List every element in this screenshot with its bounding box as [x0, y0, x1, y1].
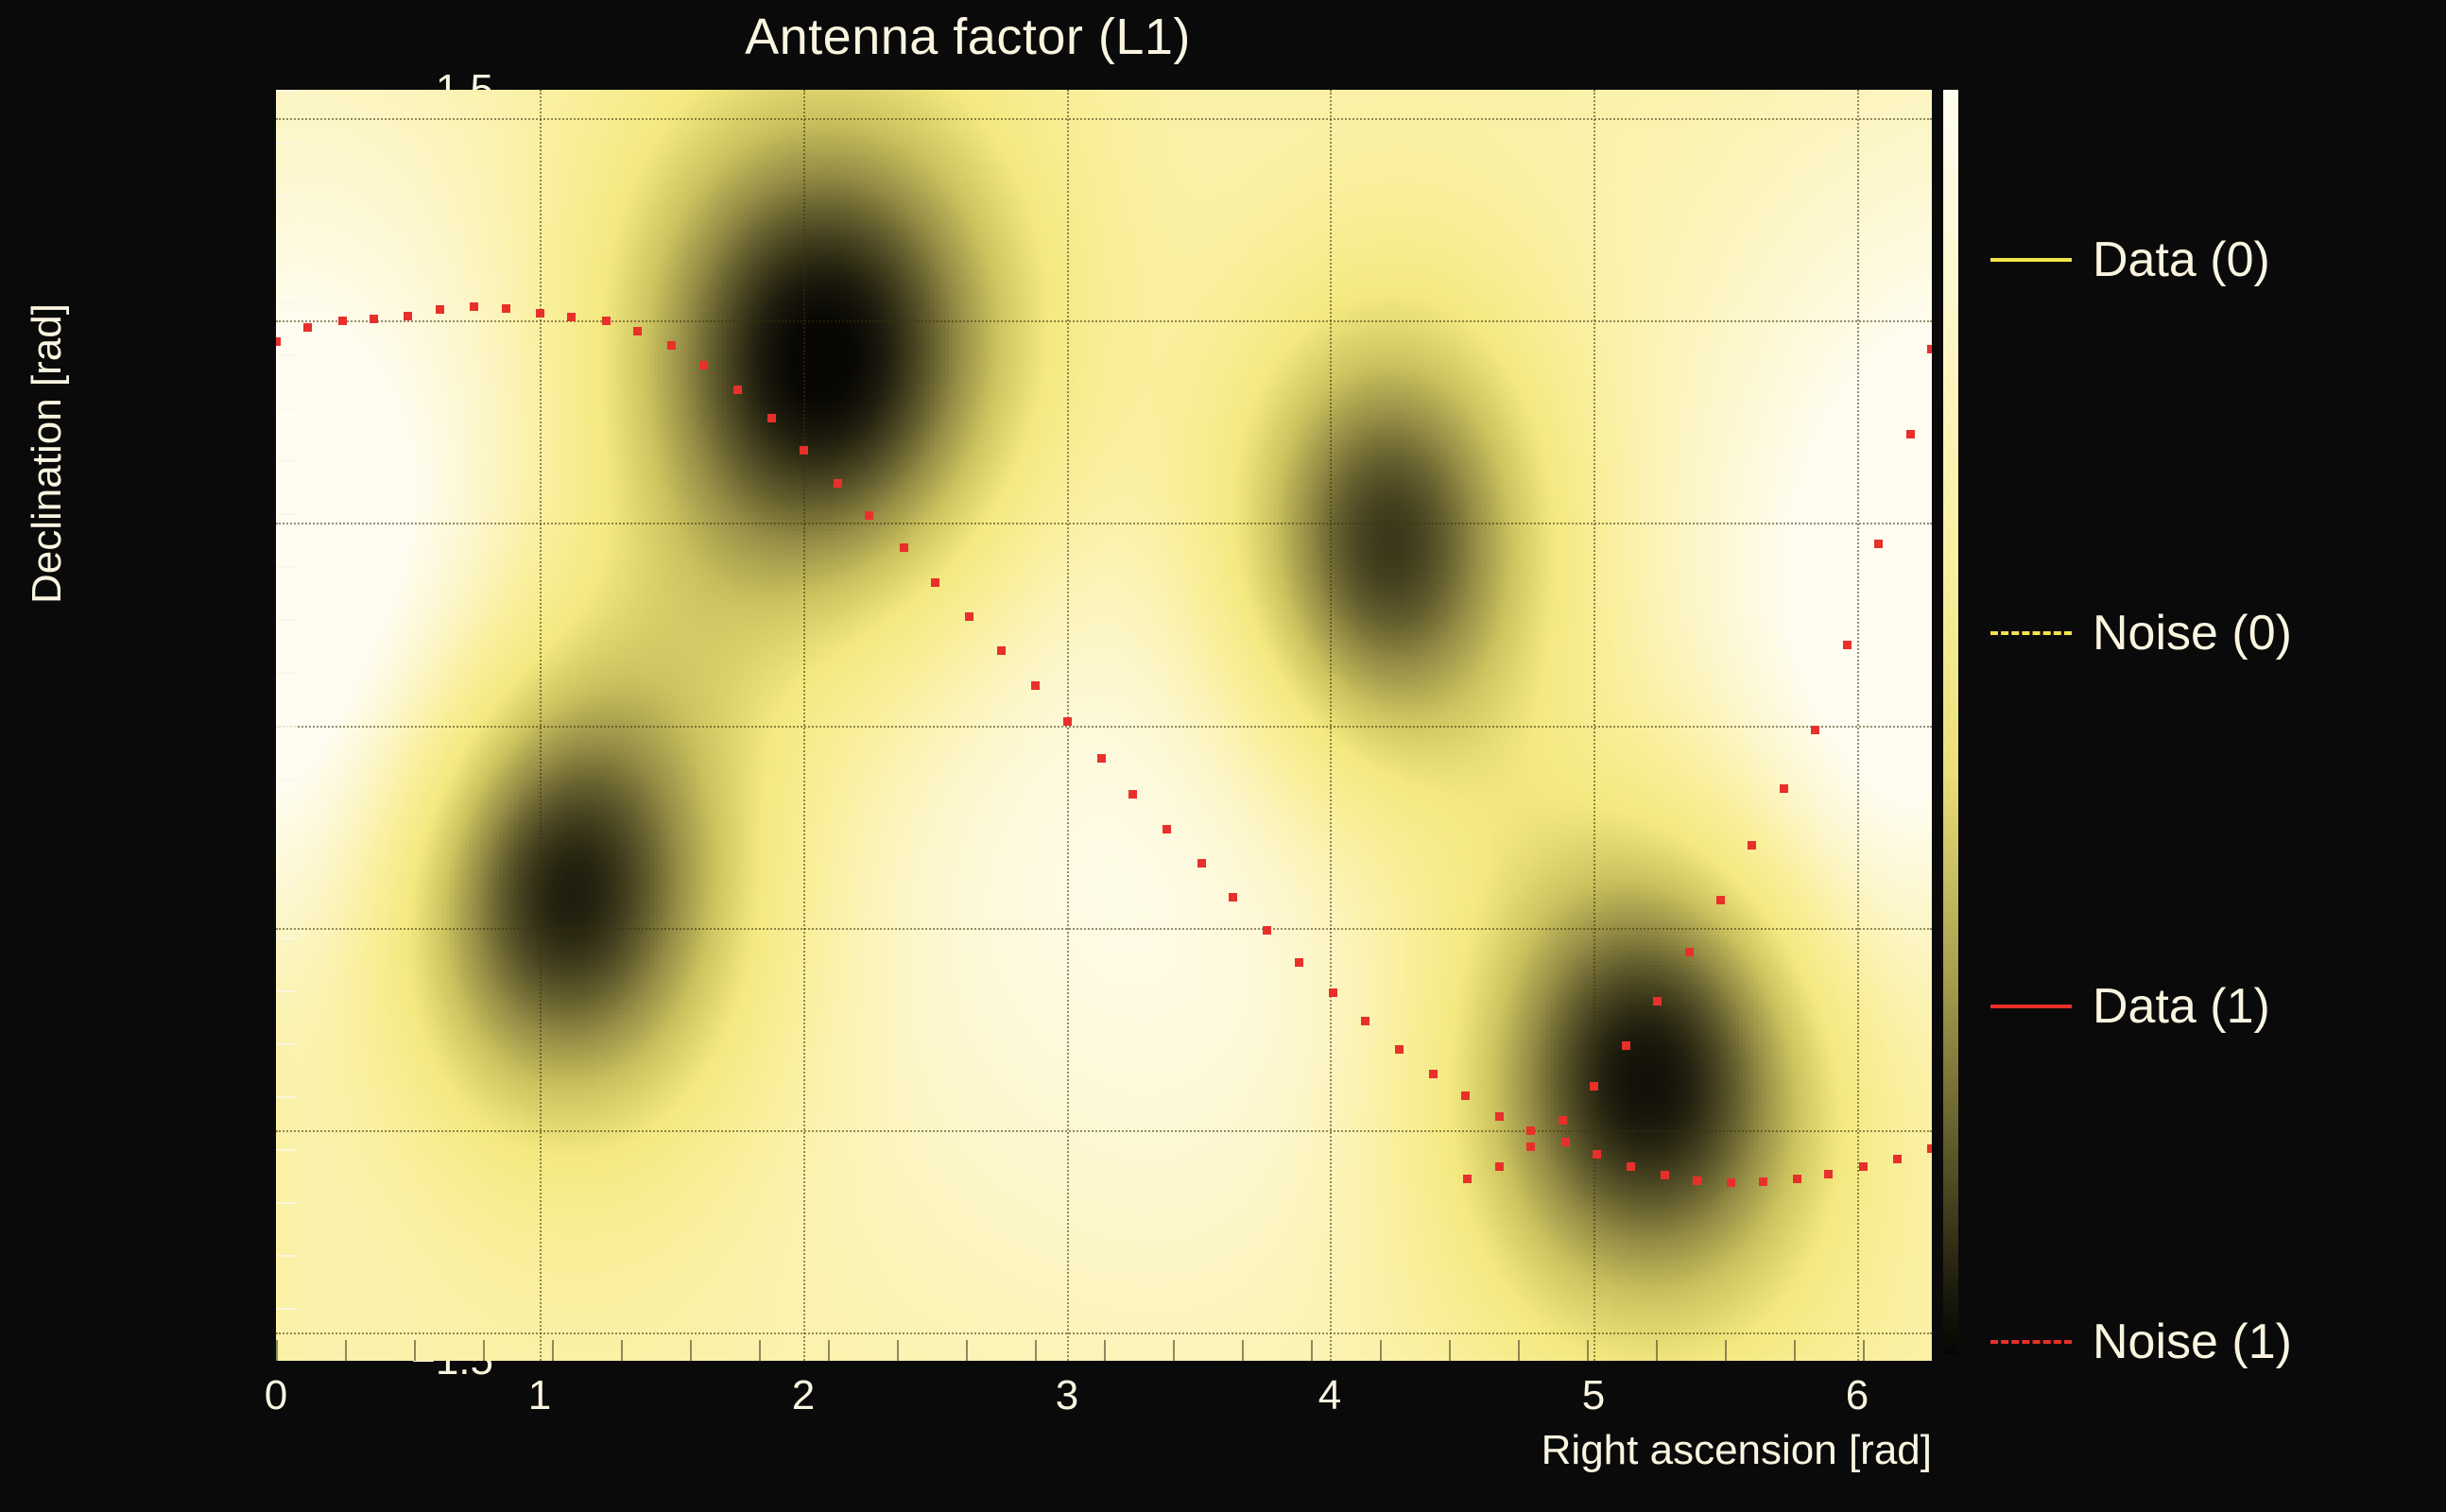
x-tick-label: 6	[1845, 1372, 1869, 1418]
legend-item-data-0[interactable]: Data (0)	[1990, 222, 2270, 298]
legend-label: Noise (1)	[2093, 1314, 2292, 1369]
x-tick-label: 0	[264, 1372, 288, 1418]
legend-item-data-1[interactable]: Data (1)	[1990, 969, 2270, 1044]
legend-swatch-dotted-icon	[1990, 631, 2072, 635]
legend-item-noise-0[interactable]: Noise (0)	[1990, 595, 2292, 671]
page-title: Antenna factor (L1)	[745, 9, 1191, 65]
legend-label: Noise (0)	[2093, 606, 2292, 661]
legend-item-noise-1[interactable]: Noise (1)	[1990, 1304, 2292, 1380]
legend-swatch-dotted-icon	[1990, 1340, 2072, 1344]
x-tick-label: 1	[527, 1372, 552, 1418]
legend: Data (0) Noise (0) Data (1) Noise (1)	[1990, 90, 2446, 1366]
x-tick-label: 2	[791, 1372, 816, 1418]
heatmap-image	[276, 90, 1932, 1361]
x-axis-label: Right ascension [rad]	[1541, 1427, 1932, 1473]
colorbar[interactable]	[1943, 90, 1958, 1354]
legend-swatch-solid-icon	[1990, 258, 2072, 262]
legend-swatch-solid-icon	[1990, 1005, 2072, 1008]
legend-label: Data (1)	[2093, 979, 2270, 1034]
colorbar-gradient	[1943, 90, 1958, 1354]
y-axis-label: Declination [rad]	[24, 303, 70, 604]
x-tick-label: 5	[1581, 1372, 1606, 1418]
legend-label: Data (0)	[2093, 232, 2270, 287]
x-tick-label: 3	[1055, 1372, 1079, 1418]
x-tick-label: 4	[1318, 1372, 1342, 1418]
heatmap-plot-area[interactable]	[276, 90, 1932, 1361]
